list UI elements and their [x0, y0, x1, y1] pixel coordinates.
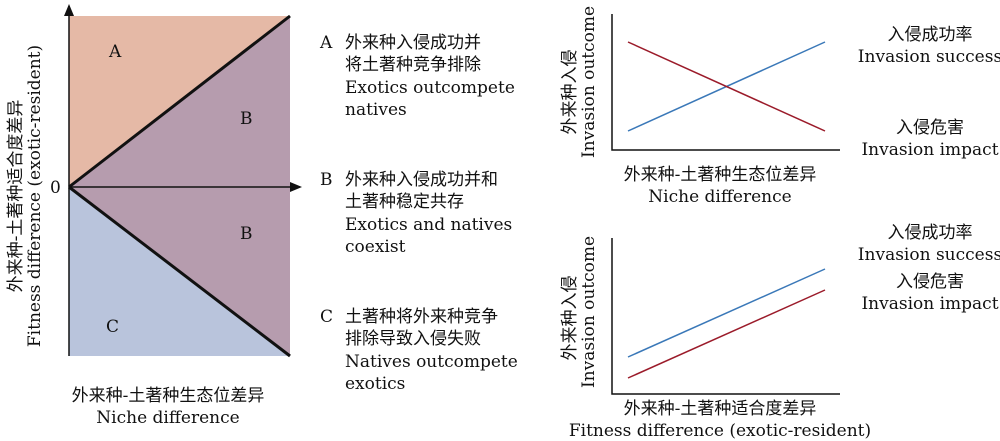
bottom-ylabel-en: Invasion outcome	[579, 236, 599, 388]
origin-label: 0	[50, 178, 61, 198]
bottom-impact-line	[627, 289, 826, 379]
top-chart-axes	[611, 14, 840, 151]
left-ylabel-zh: 外来种-土著种适合度差异	[6, 100, 26, 293]
top-success-label-en: Invasion success	[858, 47, 1000, 67]
legend-a-line2: 将土著种竞争排除	[345, 55, 481, 75]
legend: A 外来种入侵成功并 将土著种竞争排除 Exotics outcompete n…	[319, 33, 518, 394]
legend-b-line2: 土著种稳定共存	[345, 192, 464, 212]
bottom-impact-label-zh: 入侵危害	[896, 272, 964, 292]
top-impact-line	[627, 41, 826, 132]
top-ylabel-en: Invasion outcome	[579, 6, 599, 158]
top-impact-label-zh: 入侵危害	[896, 118, 964, 138]
top-success-label-zh: 入侵成功率	[888, 25, 973, 45]
bottom-success-line	[627, 268, 826, 358]
legend-item-a: A 外来种入侵成功并 将土著种竞争排除 Exotics outcompete n…	[319, 33, 515, 120]
bottom-chart: 外来种入侵 Invasion outcome 外来种-土著种适合度差异 Fitn…	[560, 223, 1000, 441]
legend-c-line3: Natives outcompete	[345, 352, 518, 372]
region-c-label: C	[106, 317, 119, 337]
legend-c-line2: 排除导致入侵失败	[345, 329, 481, 349]
legend-key-b: B	[320, 170, 333, 190]
region-a-label: A	[108, 42, 122, 62]
region-b-upper-label: B	[240, 109, 253, 129]
bottom-chart-axes	[611, 238, 840, 395]
top-xlabel-en: Niche difference	[648, 187, 791, 207]
legend-b-line4: coexist	[345, 237, 406, 257]
legend-a-line4: natives	[345, 100, 407, 120]
left-xlabel-en: Niche difference	[96, 408, 239, 428]
bottom-xlabel-en: Fitness difference (exotic-resident)	[569, 421, 871, 441]
legend-item-c: C 土著种将外来种竞争 排除导致入侵失败 Natives outcompete …	[320, 307, 518, 394]
region-b	[69, 16, 290, 356]
legend-b-line1: 外来种入侵成功并和	[345, 170, 498, 190]
top-xlabel-zh: 外来种-土著种生态位差异	[624, 165, 817, 185]
top-chart: 外来种入侵 Invasion outcome 外来种-土著种生态位差异 Nich…	[560, 6, 1000, 207]
legend-key-a: A	[319, 33, 333, 53]
bottom-ylabel-zh: 外来种入侵	[560, 276, 580, 361]
region-b-lower-label: B	[240, 224, 253, 244]
bottom-xlabel-zh: 外来种-土著种适合度差异	[624, 399, 817, 419]
top-ylabel-zh: 外来种入侵	[560, 50, 580, 135]
left-xlabel-zh: 外来种-土著种生态位差异	[72, 386, 265, 406]
boundary-upper	[68, 14, 291, 189]
legend-item-b: B 外来种入侵成功并和 土著种稳定共存 Exotics and natives …	[320, 170, 512, 257]
legend-a-line3: Exotics outcompete	[345, 78, 515, 98]
bottom-success-label-en: Invasion success	[858, 245, 1000, 265]
boundary-lower	[68, 185, 291, 358]
legend-b-line3: Exotics and natives	[345, 215, 512, 235]
bottom-success-label-zh: 入侵成功率	[888, 223, 973, 243]
niche-fitness-diagram: A B B C 0 外来种-土著种适合度差异 Fitness differenc…	[6, 4, 302, 428]
legend-c-line1: 土著种将外来种竞争	[345, 307, 498, 327]
legend-key-c: C	[320, 307, 333, 327]
left-ylabel-en: Fitness difference (exotic-resident)	[25, 45, 45, 347]
bottom-impact-label-en: Invasion impact	[861, 294, 998, 314]
legend-c-line4: exotics	[345, 374, 405, 394]
legend-a-line1: 外来种入侵成功并	[345, 33, 481, 53]
top-impact-label-en: Invasion impact	[861, 140, 998, 160]
